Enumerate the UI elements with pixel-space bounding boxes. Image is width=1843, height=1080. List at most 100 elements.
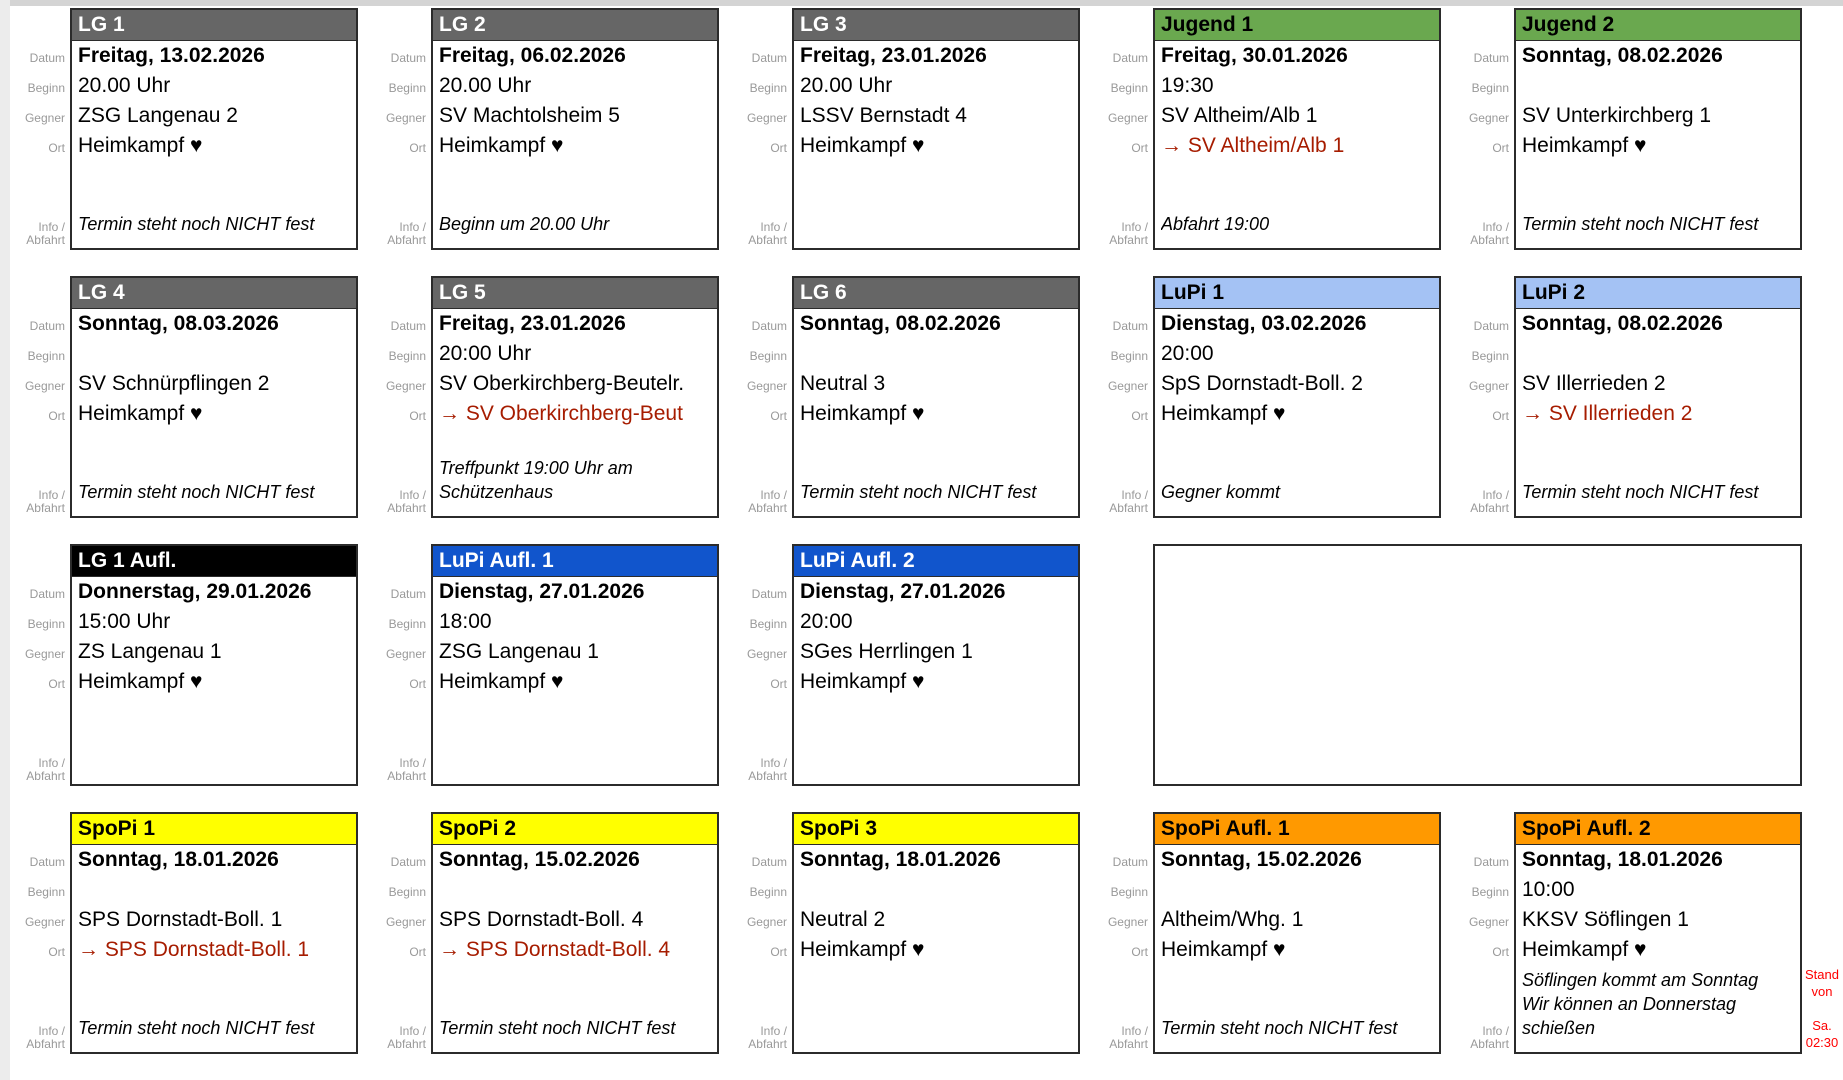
card-ort-value: Heimkampf ♥ [78, 402, 203, 425]
field-label-info-abfahrt: Info / Abfahrt [732, 757, 787, 783]
field-label-info-line2: Abfahrt [1109, 1037, 1148, 1051]
field-label-ort: Ort [48, 677, 65, 691]
field-label-beginn: Beginn [27, 885, 65, 899]
field-label-info-line2: Abfahrt [387, 769, 426, 783]
card-gegner-value: SPS Dornstadt-Boll. 1 [78, 908, 283, 931]
field-label-info-line1: Info / [1121, 488, 1148, 502]
card-lg-3: LG 3 Freitag, 23.01.2026 20.00 Uhr LSSV … [792, 8, 1080, 250]
card-title: SpoPi Aufl. 2 [1516, 814, 1800, 845]
card-gegner-value: SV Illerrieden 2 [1522, 372, 1666, 395]
card-ort-value: Heimkampf ♥ [1161, 402, 1286, 425]
card-body: Freitag, 13.02.2026 20.00 Uhr ZSG Langen… [72, 41, 356, 248]
field-label-beginn: Beginn [749, 349, 787, 363]
field-label-ort: Ort [48, 409, 65, 423]
card-gegner-value: SV Schnürpflingen 2 [78, 372, 270, 395]
card-body: Freitag, 06.02.2026 20.00 Uhr SV Machtol… [433, 41, 717, 248]
field-label-datum: Datum [29, 51, 65, 65]
card-title: LG 3 [794, 10, 1078, 41]
field-label-datum: Datum [751, 587, 787, 601]
card-ort-value: Heimkampf ♥ [439, 134, 564, 157]
label-gutter: Datum Beginn Gegner Ort Info / Abfahrt [732, 8, 792, 250]
card-body: Sonntag, 08.03.2026 SV Schnürpflingen 2 … [72, 309, 356, 516]
field-label-gegner: Gegner [24, 915, 65, 929]
card-ort-value: Heimkampf ♥ [800, 670, 925, 693]
card-gegner-value: Neutral 3 [800, 372, 886, 395]
card-beginn-value [800, 875, 1074, 905]
card-info-text: Termin steht noch NICHT fest [1161, 1018, 1398, 1038]
field-label-info-line2: Abfahrt [387, 501, 426, 515]
field-label-info-abfahrt: Info / Abfahrt [1093, 1025, 1148, 1051]
field-label-ort: Ort [48, 141, 65, 155]
label-gutter: Datum Beginn Gegner Ort Info / Abfahrt [371, 544, 431, 786]
card-datum-value: Sonntag, 15.02.2026 [1161, 848, 1362, 871]
card-body: Sonntag, 18.01.2026 SPS Dornstadt-Boll. … [72, 845, 356, 1052]
card-body: Sonntag, 18.01.2026 10:00 KKSV Söflingen… [1516, 845, 1800, 1052]
card-datum-value: Dienstag, 27.01.2026 [439, 580, 645, 603]
card-info-text: Söflingen kommt am Sonntag Wir können an… [1522, 970, 1759, 1038]
label-gutter: Datum Beginn Gegner Ort Info / Abfahrt [732, 276, 792, 518]
card-beginn-value: 18:00 [439, 610, 492, 633]
card-gegner-value: Neutral 2 [800, 908, 886, 931]
card-beginn-value: 20.00 Uhr [800, 74, 893, 97]
card-body: Sonntag, 15.02.2026 Altheim/Whg. 1 Heimk… [1155, 845, 1439, 1052]
card-title: LG 5 [433, 278, 717, 309]
card-title: LG 6 [794, 278, 1078, 309]
field-label-gegner: Gegner [385, 111, 426, 125]
schedule-cell: Datum Beginn Gegner Ort Info / Abfahrt S… [1093, 812, 1441, 1054]
card-body: Dienstag, 27.01.2026 20:00 SGes Herrling… [794, 577, 1078, 784]
field-label-beginn: Beginn [388, 349, 426, 363]
card-datum-value: Dienstag, 27.01.2026 [800, 580, 1006, 603]
field-label-datum: Datum [29, 319, 65, 333]
field-label-datum: Datum [751, 319, 787, 333]
card-title: LG 1 Aufl. [72, 546, 356, 577]
field-label-ort: Ort [1131, 141, 1148, 155]
field-label-info-abfahrt: Info / Abfahrt [1454, 221, 1509, 247]
schedule-cell: Datum Beginn Gegner Ort Info / Abfahrt L… [732, 8, 1080, 250]
label-gutter: Datum Beginn Gegner Ort Info / Abfahrt [732, 544, 792, 786]
field-label-info-line2: Abfahrt [1109, 233, 1148, 247]
field-label-info-line1: Info / [38, 1024, 65, 1038]
card-body: Dienstag, 03.02.2026 20:00 SpS Dornstadt… [1155, 309, 1439, 516]
card-lg-1-aufl: LG 1 Aufl. Donnerstag, 29.01.2026 15:00 … [70, 544, 358, 786]
field-label-gegner: Gegner [24, 379, 65, 393]
field-label-info-line2: Abfahrt [387, 233, 426, 247]
card-beginn-value [1522, 71, 1796, 101]
card-datum-value: Donnerstag, 29.01.2026 [78, 580, 312, 603]
card-gegner-value: SGes Herrlingen 1 [800, 640, 973, 663]
field-label-info-line1: Info / [760, 488, 787, 502]
schedule-cell: Datum Beginn Gegner Ort Info / Abfahrt L… [10, 8, 358, 250]
field-label-info-abfahrt: Info / Abfahrt [1093, 489, 1148, 515]
card-beginn-value [78, 339, 352, 369]
card-beginn-value [800, 339, 1074, 369]
card-lupi-1: LuPi 1 Dienstag, 03.02.2026 20:00 SpS Do… [1153, 276, 1441, 518]
field-label-info-abfahrt: Info / Abfahrt [732, 1025, 787, 1051]
card-body: Freitag, 30.01.2026 19:30 SV Altheim/Alb… [1155, 41, 1439, 248]
card-ort-value: Heimkampf ♥ [1522, 134, 1647, 157]
card-title: Jugend 2 [1516, 10, 1800, 41]
schedule-row: Datum Beginn Gegner Ort Info / Abfahrt L… [10, 544, 1802, 786]
card-datum-value: Sonntag, 18.01.2026 [78, 848, 279, 871]
field-label-info-line2: Abfahrt [1470, 233, 1509, 247]
card-title: SpoPi 1 [72, 814, 356, 845]
card-beginn-value [1161, 875, 1435, 905]
field-label-beginn: Beginn [27, 349, 65, 363]
field-label-gegner: Gegner [746, 647, 787, 661]
field-label-info-line1: Info / [399, 1024, 426, 1038]
label-gutter: Datum Beginn Gegner Ort Info / Abfahrt [1454, 8, 1514, 250]
card-gegner-value: SPS Dornstadt-Boll. 4 [439, 908, 644, 931]
card-ort-value: Heimkampf ♥ [1161, 938, 1286, 961]
card-beginn-value [78, 875, 352, 905]
card-spopi-aufl-2: SpoPi Aufl. 2 Sonntag, 18.01.2026 10:00 … [1514, 812, 1802, 1054]
card-info-text: Termin steht noch NICHT fest [1522, 214, 1759, 234]
card-info-text: Termin steht noch NICHT fest [800, 482, 1037, 502]
card-info-text: Termin steht noch NICHT fest [78, 1018, 315, 1038]
card-ort-value: → SV Oberkirchberg-Beut [439, 402, 683, 425]
field-label-gegner: Gegner [1468, 379, 1509, 393]
card-beginn-value: 20.00 Uhr [78, 74, 171, 97]
label-gutter: Datum Beginn Gegner Ort Info / Abfahrt [371, 8, 431, 250]
field-label-info-line1: Info / [1482, 1024, 1509, 1038]
card-info-text: Termin steht noch NICHT fest [78, 214, 315, 234]
field-label-ort: Ort [770, 409, 787, 423]
field-label-info-abfahrt: Info / Abfahrt [10, 757, 65, 783]
card-info-text [78, 772, 352, 784]
